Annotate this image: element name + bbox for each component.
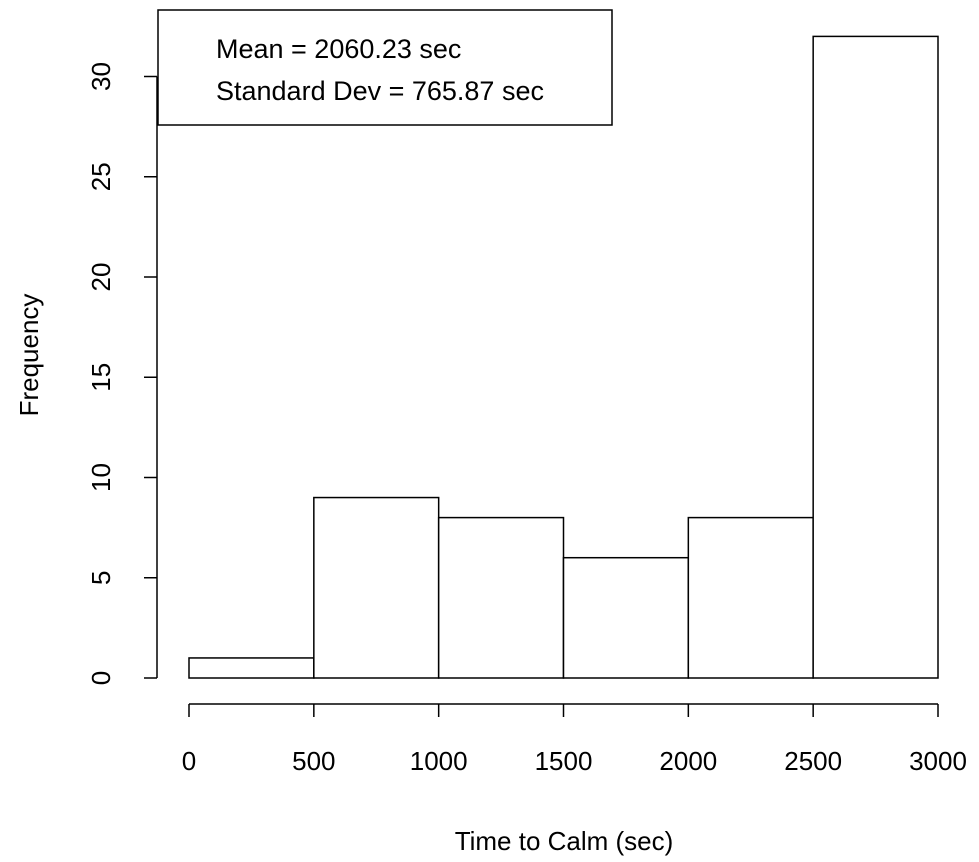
- histogram-bar-0: [188, 657, 315, 679]
- x-axis-title: Time to Calm (sec): [455, 826, 674, 856]
- histogram-bar-4: [687, 516, 814, 679]
- x-tick-label-0: 0: [182, 746, 196, 776]
- y-tick-label-5: 5: [86, 571, 116, 585]
- histogram-bars: [188, 35, 939, 679]
- y-tick-label-10: 10: [86, 463, 116, 492]
- legend-border: [157, 9, 613, 126]
- x-axis: 0 500 1000 1500 2000 2500 3000: [182, 703, 967, 776]
- y-tick-label-30: 30: [86, 62, 116, 91]
- x-tick-label-2500: 2500: [784, 746, 842, 776]
- y-tick-label-25: 25: [86, 162, 116, 191]
- x-tick-label-2000: 2000: [659, 746, 717, 776]
- y-axis: 0 5 10 15 20 25 30: [86, 62, 158, 685]
- x-tick-label-1500: 1500: [535, 746, 593, 776]
- histogram-bar-2: [437, 516, 565, 679]
- x-tick-label-1000: 1000: [410, 746, 468, 776]
- y-tick-label-0: 0: [86, 671, 116, 685]
- histogram-bar-5: [812, 35, 939, 679]
- histogram-bar-1: [313, 496, 440, 679]
- legend-mean: Mean = 2060.23 sec: [216, 34, 461, 64]
- y-axis-title: Frequency: [14, 294, 44, 417]
- x-tick-label-500: 500: [292, 746, 335, 776]
- y-tick-label-15: 15: [86, 363, 116, 392]
- legend-std-dev: Standard Dev = 765.87 sec: [216, 76, 544, 106]
- histogram-bar-3: [562, 556, 690, 679]
- x-tick-label-3000: 3000: [909, 746, 967, 776]
- legend-box: Mean = 2060.23 sec Standard Dev = 765.87…: [157, 9, 613, 126]
- y-tick-label-20: 20: [86, 263, 116, 292]
